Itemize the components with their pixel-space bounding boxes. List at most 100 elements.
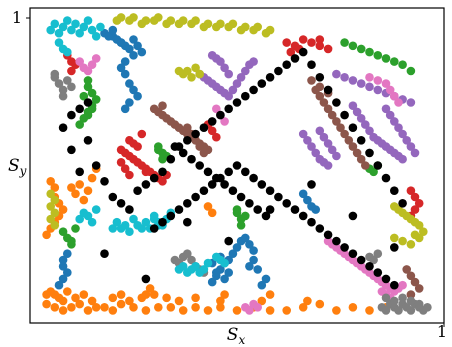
data-point-s9-2 <box>54 28 64 38</box>
data-point-s10-33 <box>332 98 341 107</box>
data-point-s1-47 <box>58 274 68 284</box>
data-point-s10-46 <box>183 199 192 208</box>
data-point-s8-14 <box>125 16 134 25</box>
data-point-s1-35 <box>212 268 221 277</box>
data-point-s8-15 <box>137 19 147 29</box>
data-point-s3-16 <box>141 167 151 177</box>
data-point-s6-36 <box>220 117 229 126</box>
data-point-s6-33 <box>253 303 262 312</box>
data-point-s10-76 <box>265 205 275 214</box>
data-point-s10-2 <box>75 167 84 177</box>
data-point-s3-31 <box>414 199 424 208</box>
data-point-s2-29 <box>241 211 250 221</box>
data-point-s10-5 <box>100 177 109 186</box>
data-point-s1-51 <box>257 280 267 290</box>
data-point-s4-19 <box>298 129 308 139</box>
data-point-s10-89 <box>220 180 229 189</box>
data-point-s8-25 <box>261 28 271 38</box>
data-point-s0-6 <box>91 303 101 312</box>
data-point-s10-66 <box>348 249 358 258</box>
data-point-s10-59 <box>290 205 300 214</box>
data-point-s8-19 <box>187 19 196 29</box>
data-point-s10-47 <box>191 192 200 202</box>
data-point-s7-31 <box>414 299 424 309</box>
data-point-s6-29 <box>91 54 101 63</box>
data-point-s9-12 <box>96 22 105 32</box>
data-point-s2-35 <box>79 91 89 101</box>
data-point-s2-15 <box>83 76 93 85</box>
data-point-s4-60 <box>406 142 416 151</box>
data-point-s9-43 <box>87 217 97 227</box>
data-point-s0-67 <box>141 290 151 299</box>
data-point-s9-44 <box>91 205 101 214</box>
y-axis-label-sub: y <box>19 164 27 178</box>
data-point-s0-35 <box>79 290 89 299</box>
data-point-s6-24 <box>394 98 403 107</box>
data-point-s10-15 <box>183 136 192 145</box>
data-point-s2-36 <box>83 110 93 120</box>
data-point-s1-13 <box>120 104 130 114</box>
data-point-s0-32 <box>58 296 68 306</box>
data-point-s8-13 <box>112 16 122 25</box>
data-point-s5-21 <box>336 123 345 132</box>
data-point-s4-58 <box>398 129 407 139</box>
data-point-s2-22 <box>58 227 68 236</box>
data-point-s4-28 <box>348 76 358 85</box>
data-point-s1-36 <box>220 274 229 284</box>
data-point-s4-22 <box>311 148 321 158</box>
data-point-s5-13 <box>154 107 163 117</box>
data-point-s10-38 <box>373 161 383 170</box>
data-point-s0-36 <box>87 296 97 306</box>
data-point-s1-19 <box>108 25 118 35</box>
data-point-s1-6 <box>120 57 130 66</box>
data-point-s10-75 <box>224 236 233 246</box>
data-point-s5-33 <box>183 123 192 132</box>
data-point-s7-3 <box>63 76 72 85</box>
data-point-s9-33 <box>191 262 200 271</box>
data-point-s10-79 <box>390 243 399 252</box>
data-point-s10-11 <box>149 173 159 183</box>
data-point-s0-62 <box>83 186 93 195</box>
data-point-s10-26 <box>274 66 283 76</box>
data-point-s10-42 <box>149 224 159 233</box>
data-point-s10-1 <box>67 145 76 155</box>
data-point-s0-57 <box>220 290 229 299</box>
data-point-s10-17 <box>199 123 209 132</box>
data-point-s0-25 <box>348 303 358 312</box>
data-point-s8-44 <box>46 202 55 211</box>
data-point-s3-14 <box>133 142 142 151</box>
data-point-s10-81 <box>75 104 84 114</box>
data-point-s10-80 <box>67 110 76 120</box>
data-point-s8-45 <box>50 208 60 218</box>
data-point-s0-21 <box>282 306 292 315</box>
data-point-s0-45 <box>46 177 55 186</box>
data-point-s0-55 <box>265 290 275 299</box>
data-point-s3-32 <box>410 205 420 214</box>
data-point-s0-5 <box>83 306 93 315</box>
data-point-s10-51 <box>224 167 233 177</box>
data-point-s1-41 <box>298 189 308 199</box>
data-point-s6-25 <box>75 57 84 66</box>
data-point-s8-46 <box>46 214 55 224</box>
data-point-s5-18 <box>323 104 333 114</box>
data-point-s3-17 <box>116 158 126 167</box>
data-point-s5-30 <box>410 277 420 287</box>
data-point-s4-9 <box>232 79 242 88</box>
data-point-s10-64 <box>332 236 341 246</box>
data-point-s0-34 <box>71 293 80 303</box>
data-point-s1-10 <box>129 85 138 95</box>
data-point-s10-44 <box>166 211 176 221</box>
data-point-s4-55 <box>385 110 395 120</box>
data-point-s1-8 <box>120 69 130 79</box>
data-point-s7-33 <box>369 255 378 265</box>
data-point-s4-37 <box>352 107 362 117</box>
data-point-s4-16 <box>216 57 225 66</box>
data-point-s5-36 <box>195 142 204 151</box>
data-point-s1-9 <box>125 79 134 88</box>
data-point-s3-39 <box>212 132 221 142</box>
data-point-s0-1 <box>50 303 60 312</box>
data-point-s0-64 <box>207 208 217 218</box>
data-point-s10-83 <box>170 142 180 151</box>
data-point-s8-50 <box>419 227 428 236</box>
